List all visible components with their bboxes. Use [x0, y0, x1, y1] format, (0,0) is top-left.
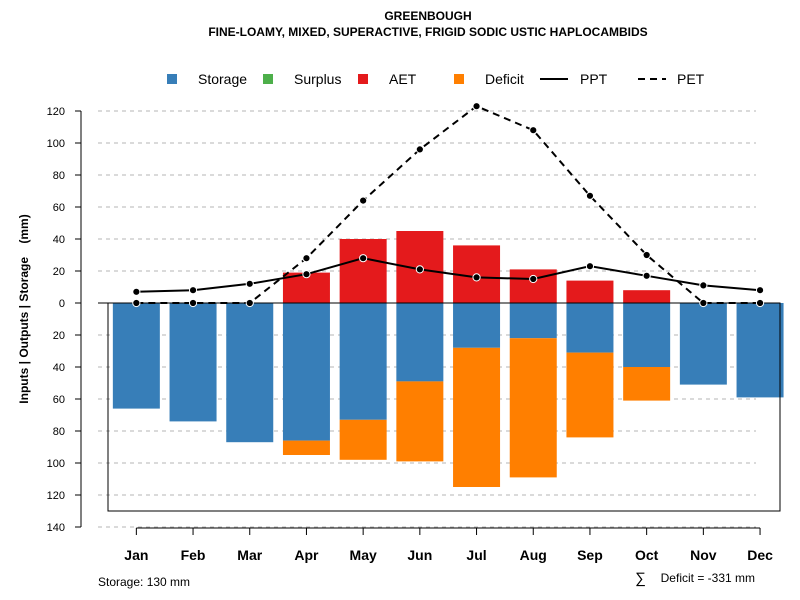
- bar-storage-dec: [736, 303, 784, 398]
- y-tick-label: 100: [47, 458, 65, 470]
- y-tick-label: 20: [53, 330, 65, 342]
- pet-point: [755, 298, 765, 308]
- y-tick-label: 80: [53, 426, 65, 438]
- pet-point: [302, 254, 311, 263]
- bar-deficit-apr: [282, 440, 330, 455]
- y-tick-label: 40: [53, 234, 65, 246]
- bar-deficit-sep: [566, 352, 614, 438]
- x-tick-label: Nov: [690, 547, 717, 563]
- legend-label-ppt: PPT: [580, 71, 608, 87]
- x-tick-label: Mar: [237, 547, 262, 563]
- x-tick-label: Aug: [520, 547, 547, 563]
- bar-storage-jun: [396, 303, 444, 382]
- y-tick-label: 120: [47, 106, 65, 118]
- ppt-point: [132, 287, 141, 296]
- ppt-point: [529, 274, 538, 284]
- pet-point: [415, 145, 424, 154]
- storage-capacity-box: [107, 302, 781, 512]
- chart-subtitle: FINE-LOAMY, MIXED, SUPERACTIVE, FRIGID S…: [208, 25, 647, 39]
- pet-point: [245, 298, 254, 308]
- ppt-point: [359, 254, 368, 263]
- ppt-point: [755, 286, 765, 295]
- legend-swatch-surplus: [263, 74, 273, 84]
- pet-point: [699, 298, 708, 308]
- bar-storage-jul: [453, 303, 501, 348]
- ppt-point: [642, 271, 651, 280]
- sum-symbol-icon: ∑: [635, 570, 646, 587]
- ppt-point: [699, 281, 708, 290]
- ppt-point: [472, 273, 481, 282]
- legend: Storage Surplus AET Deficit PPT PET: [167, 71, 705, 87]
- ppt-point: [302, 270, 311, 279]
- legend-label-deficit: Deficit: [485, 71, 524, 87]
- y-tick-label: 60: [53, 202, 65, 214]
- pet-point: [472, 102, 481, 111]
- x-tick-label: Feb: [181, 547, 206, 563]
- bars: [98, 231, 784, 487]
- bar-aet-sep: [566, 280, 614, 303]
- pet-point: [359, 196, 368, 205]
- legend-label-aet: AET: [389, 71, 417, 87]
- y-axis-label: Inputs | Outputs | Storage (mm): [17, 214, 31, 403]
- pet-line: [136, 105, 761, 304]
- legend-label-surplus: Surplus: [294, 71, 341, 87]
- x-tick-label: Jul: [466, 547, 486, 563]
- storage-footer: Storage: 130 mm: [98, 575, 190, 589]
- deficit-footer: Deficit = -331 mm: [661, 571, 755, 585]
- bar-storage-nov: [679, 303, 727, 385]
- ppt-point: [415, 265, 424, 274]
- x-tick-label: Jan: [124, 547, 148, 563]
- y-tick-label: 40: [53, 362, 65, 374]
- bar-deficit-jul: [453, 347, 501, 487]
- ppt-point: [188, 286, 198, 295]
- lines: [132, 102, 765, 308]
- x-tick-label: Apr: [294, 547, 319, 563]
- bar-aet-may: [339, 239, 387, 303]
- y-tick-label: 100: [47, 138, 65, 150]
- pet-point: [529, 126, 538, 135]
- x-tick-label: May: [350, 547, 377, 563]
- ppt-line: [136, 257, 761, 293]
- bar-storage-oct: [623, 303, 671, 367]
- bar-storage-sep: [566, 303, 614, 353]
- y-tick-label: 120: [47, 490, 65, 502]
- x-tick-label: Jun: [407, 547, 432, 563]
- y-tick-label: 0: [59, 298, 65, 310]
- chart-title: GREENBOUGH: [384, 9, 471, 23]
- y-tick-label: 80: [53, 170, 65, 182]
- bar-storage-may: [339, 303, 387, 420]
- legend-swatch-storage: [167, 74, 177, 84]
- y-tick-label: 60: [53, 394, 65, 406]
- pet-point: [642, 250, 651, 260]
- y-axis: 120 100 80 60 40 20 0 20 40 60 80 100 120 140: [47, 106, 82, 534]
- bar-deficit-may: [339, 419, 387, 460]
- legend-swatch-deficit: [454, 74, 464, 84]
- legend-swatch-aet: [358, 74, 368, 84]
- bar-deficit-aug: [509, 338, 557, 478]
- bar-storage-mar: [226, 303, 274, 443]
- x-tick-label: Sep: [577, 547, 603, 563]
- bar-storage-jan: [112, 303, 160, 409]
- bar-aet-oct: [623, 290, 671, 303]
- bar-storage-aug: [509, 303, 557, 339]
- bar-storage-feb: [169, 303, 217, 422]
- pet-point: [132, 298, 141, 308]
- bar-deficit-jun: [396, 381, 444, 462]
- y-tick-label: 20: [53, 266, 65, 278]
- bar-storage-apr: [282, 303, 330, 441]
- legend-label-storage: Storage: [198, 71, 247, 87]
- x-tick-label: Oct: [635, 547, 659, 563]
- x-tick-label: Dec: [747, 547, 773, 563]
- pet-point: [188, 298, 198, 308]
- y-tick-label: 140: [47, 522, 65, 534]
- ppt-point: [585, 262, 595, 271]
- bar-deficit-oct: [623, 367, 671, 401]
- pet-point: [585, 191, 595, 200]
- legend-label-pet: PET: [677, 71, 705, 87]
- x-axis: Jan Feb Mar Apr May Jun Jul Aug Sep Oct Nov Dec: [124, 527, 773, 563]
- ppt-point: [245, 279, 254, 288]
